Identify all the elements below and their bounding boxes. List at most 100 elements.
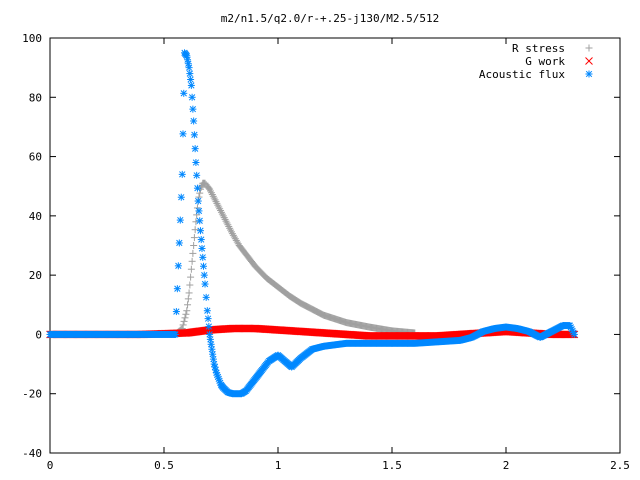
data-point (188, 257, 196, 265)
data-point (190, 242, 198, 249)
legend-marker (585, 44, 593, 52)
data-point (208, 191, 216, 199)
data-point (184, 60, 192, 68)
data-point (189, 105, 197, 113)
data-point (200, 262, 208, 270)
data-point (214, 201, 222, 209)
data-point (189, 249, 197, 257)
data-point (181, 314, 189, 322)
data-point (223, 219, 231, 227)
x-tick-label: 1 (275, 459, 282, 472)
legend-marker (585, 57, 593, 65)
data-point (183, 307, 191, 315)
data-point (191, 145, 199, 153)
data-point (204, 315, 212, 323)
series-acoustic-flux (46, 49, 578, 398)
data-point (174, 262, 182, 270)
data-point (218, 210, 226, 218)
y-tick-label: -20 (22, 388, 42, 401)
data-point (187, 273, 195, 281)
data-point (198, 244, 206, 252)
data-point (193, 171, 201, 179)
y-tick-label: -40 (22, 447, 42, 460)
data-point (207, 189, 215, 197)
data-point (217, 208, 225, 216)
data-point (206, 185, 214, 193)
data-point (196, 217, 204, 225)
data-point (192, 159, 200, 166)
data-point (175, 239, 183, 247)
y-tick-label: 60 (29, 151, 42, 164)
data-point (205, 323, 213, 331)
data-point (173, 285, 181, 293)
data-point (186, 281, 194, 289)
data-point (570, 330, 578, 338)
data-point (220, 214, 228, 222)
data-point (208, 345, 216, 353)
data-point (219, 212, 227, 220)
data-point (179, 130, 187, 138)
x-tick-label: 2.5 (610, 459, 630, 472)
data-point (202, 293, 210, 301)
data-point (188, 93, 196, 101)
data-point (209, 192, 217, 200)
series-r-stress (46, 179, 419, 338)
data-point (206, 335, 214, 343)
data-point (187, 265, 195, 273)
data-point (190, 117, 198, 125)
data-point (185, 64, 193, 72)
data-point (209, 350, 217, 358)
y-tick-label: 0 (35, 328, 42, 341)
data-point (226, 224, 234, 232)
data-point (199, 253, 207, 261)
data-point (190, 234, 198, 242)
data-point (171, 330, 179, 338)
data-point (184, 301, 192, 309)
y-tick-label: 100 (22, 32, 42, 45)
data-point (187, 76, 195, 83)
plot-frame (49, 37, 621, 454)
data-point (190, 131, 198, 139)
chart-title: m2/n1.5/q2.0/r-+.25-j130/M2.5/512 (221, 12, 440, 25)
data-point (193, 204, 201, 212)
data-point (209, 355, 217, 363)
data-point (195, 207, 203, 215)
data-point (225, 223, 233, 231)
data-point (194, 197, 202, 205)
data-point (200, 271, 208, 279)
data-point (216, 205, 224, 213)
data-point (184, 295, 192, 303)
data-point (182, 310, 190, 318)
data-point (207, 187, 215, 195)
data-point (196, 227, 204, 235)
x-tick-label: 0.5 (154, 459, 174, 472)
data-point (178, 170, 186, 178)
data-point (172, 308, 180, 316)
legend-label: G work (525, 55, 565, 68)
data-point (187, 81, 195, 89)
y-tick-label: 40 (29, 210, 42, 223)
y-tick-label: 80 (29, 91, 42, 104)
data-point (221, 215, 229, 223)
data-point (201, 280, 209, 288)
legend-label: R stress (512, 42, 565, 55)
data-point (206, 330, 214, 338)
data-point (227, 226, 235, 234)
data-point (207, 340, 215, 348)
data-point (177, 193, 185, 201)
data-point (191, 226, 199, 234)
data-point (222, 217, 230, 225)
legend-label: Acoustic flux (479, 68, 565, 81)
data-point (180, 89, 188, 97)
data-point (195, 193, 203, 201)
data-point (197, 236, 205, 244)
data-point (224, 221, 232, 229)
legend-marker (585, 70, 593, 78)
data-point (193, 184, 201, 192)
data-point (213, 199, 221, 207)
data-point (211, 196, 219, 204)
data-point (212, 198, 220, 206)
